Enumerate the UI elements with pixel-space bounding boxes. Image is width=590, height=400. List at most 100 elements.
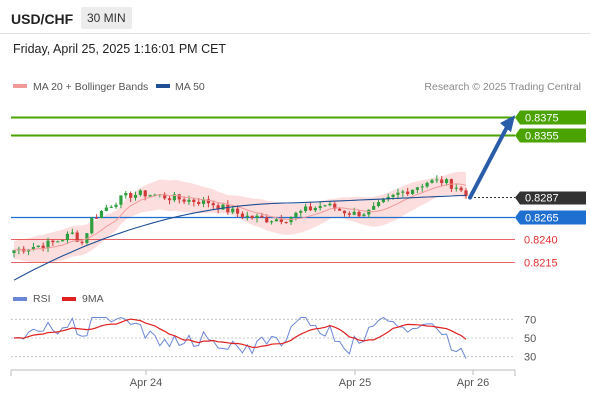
level-tag-pivot — [515, 210, 586, 225]
candle-body — [265, 217, 269, 223]
candle-body — [61, 240, 65, 242]
candle-body — [357, 211, 361, 217]
9ma-line — [13, 318, 467, 348]
symbol-title: USD/CHF — [11, 11, 74, 27]
candle-body — [182, 199, 186, 202]
candle-body — [420, 186, 424, 188]
candle-body — [352, 211, 356, 215]
candle-body — [435, 179, 439, 181]
candle-body — [245, 215, 249, 218]
candle-body — [99, 210, 104, 219]
candle-body — [430, 180, 434, 183]
key-levels — [11, 116, 515, 263]
candle-body — [362, 214, 366, 217]
candle-body — [167, 198, 172, 201]
candle-body — [138, 190, 142, 195]
level-tag-resistance — [515, 110, 586, 125]
candle-body — [36, 245, 40, 248]
level-label-current: 0.8287 — [525, 193, 559, 205]
forecast-arrow — [468, 115, 515, 200]
candle-body — [133, 194, 138, 198]
legend-label-rsi: RSI — [33, 293, 51, 305]
candle-body — [31, 247, 36, 250]
candle-body — [235, 208, 240, 214]
candle-body — [342, 210, 347, 214]
x-axis-tick-label: Apr 25 — [339, 377, 371, 389]
candle-body — [454, 187, 458, 189]
rsi-line — [13, 316, 467, 359]
legend-label-ma50: MA 50 — [175, 81, 205, 93]
candle-body — [41, 245, 45, 249]
legend-label-9ma: 9MA — [82, 293, 104, 305]
level-label-pivot: 0.8265 — [525, 213, 559, 225]
candle-body — [376, 202, 381, 207]
candle-body — [381, 199, 385, 203]
rsi-tick-label: 30 — [524, 352, 536, 364]
candle-body — [65, 233, 70, 241]
level-label-support: 0.8215 — [524, 258, 558, 270]
candle-body — [187, 199, 191, 202]
legend-swatch-ma20 — [13, 84, 27, 88]
candle-body — [201, 199, 206, 204]
candle-body — [192, 199, 196, 203]
candle-body — [95, 217, 99, 219]
candle-body — [323, 205, 327, 207]
header-divider — [0, 33, 590, 34]
rsi-legend: RSI 9MA — [13, 293, 104, 305]
x-axis: Apr 24 Apr 25 Apr 26 — [10, 369, 516, 389]
forecast-arrow-head — [500, 115, 515, 133]
level-label-resistance: 0.8375 — [525, 113, 559, 125]
candle-body — [313, 207, 317, 211]
candle-body — [75, 232, 79, 242]
credit-text: Research © 2025 Trading Central — [424, 81, 581, 93]
candle-body — [70, 232, 74, 234]
candle-body — [279, 219, 283, 222]
candle-body — [284, 221, 288, 223]
candle-body — [143, 190, 147, 197]
candle-body — [114, 204, 118, 207]
candle-body — [26, 249, 31, 252]
main-legend: MA 20 + Bollinger Bands MA 50 Research ©… — [13, 81, 581, 93]
candle-body — [109, 206, 113, 208]
candle-body — [333, 203, 337, 209]
chart-datetime: Friday, April 25, 2025 1:16:01 PM CET — [13, 42, 227, 56]
level-label-resistance: 0.8355 — [525, 131, 559, 143]
candle-body — [221, 204, 225, 210]
level-labels: 0.8375 0.8355 0.8287 0.8265 0.8240 0.8215 — [515, 110, 586, 270]
x-axis-tick-label: Apr 24 — [130, 377, 162, 389]
candle-body — [250, 215, 254, 219]
candle-body — [46, 240, 50, 249]
candle-body — [80, 241, 84, 243]
candle-body — [391, 194, 395, 197]
candle-body — [206, 199, 211, 204]
level-tag-current — [515, 191, 586, 205]
candle-body — [338, 208, 342, 211]
candle-body — [148, 195, 152, 197]
candle-body — [226, 204, 230, 213]
candle-body — [231, 208, 235, 213]
candle-body — [216, 205, 220, 210]
legend-swatch-ma50 — [156, 84, 170, 88]
x-axis-tick-label: Apr 26 — [457, 377, 489, 389]
candle-body — [294, 212, 298, 218]
legend-swatch-9ma — [62, 297, 76, 301]
rsi-panel: 70 50 30 — [11, 314, 536, 364]
candle-body — [328, 203, 332, 206]
candle-body — [90, 217, 94, 234]
ma50-line — [13, 194, 467, 281]
candle-body — [440, 179, 444, 183]
candle-body — [163, 194, 167, 199]
interval-button[interactable]: 30 MIN — [81, 7, 132, 29]
candle-body — [444, 179, 449, 183]
level-tag-resistance — [515, 128, 586, 143]
candle-body — [425, 182, 429, 187]
candle-body — [119, 195, 123, 205]
candle-body — [129, 193, 133, 198]
forecast-arrow-shaft — [468, 125, 509, 200]
candle-body — [464, 190, 468, 197]
candle-body — [240, 213, 245, 218]
candle-body — [347, 213, 351, 215]
candle-body — [269, 221, 274, 223]
candle-body — [415, 187, 419, 190]
